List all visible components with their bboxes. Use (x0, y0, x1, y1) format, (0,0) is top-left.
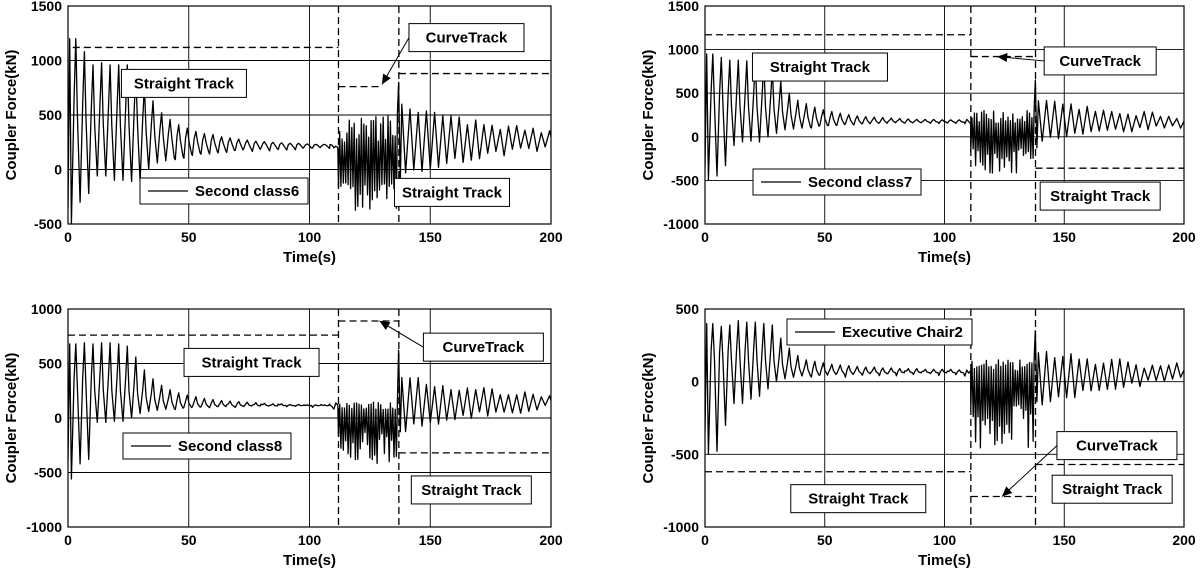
x-tick-label: 100 (298, 229, 322, 245)
y-axis-title: Coupler Force(kN) (640, 50, 657, 181)
annotation-box (1043, 46, 1157, 76)
y-tick-label: -500 (671, 172, 699, 188)
arrowhead (379, 320, 391, 330)
y-tick-label: 0 (54, 162, 62, 178)
y-axis-title: Coupler Force(kN) (3, 353, 20, 484)
x-axis-title: Time(s) (283, 552, 336, 569)
chart-panel-4: 0 50 100 150 200 -1000 -500 0 500 Time(s) Coupler … (640, 301, 1196, 569)
y-tick-label: -500 (34, 465, 62, 481)
annotation-label: CurveTrack (1059, 53, 1141, 70)
series-line (705, 319, 1184, 455)
annotation-box (393, 177, 510, 207)
y-tick-label: 1000 (668, 42, 699, 58)
annotation-label: Straight Track (402, 184, 503, 201)
y-tick-label: 1500 (31, 0, 62, 14)
series-line (68, 342, 551, 480)
annotation-box (1056, 431, 1178, 461)
legend-label: Executive Chair2 (842, 324, 963, 341)
x-tick-label: 50 (817, 532, 833, 548)
x-tick-label: 200 (539, 229, 563, 245)
annotation-box (1051, 474, 1173, 504)
x-axis-title: Time(s) (918, 552, 971, 569)
arrowhead (381, 73, 391, 85)
y-tick-label: -500 (34, 216, 62, 232)
y-tick-label: 1000 (31, 53, 62, 69)
x-tick-label: 200 (1172, 532, 1196, 548)
annotation-label: Straight Track (1062, 481, 1163, 498)
plot-frame (67, 5, 552, 225)
x-tick-label: 100 (933, 229, 957, 245)
y-tick-label: -1000 (663, 216, 699, 232)
y-tick-label: 0 (691, 129, 699, 145)
annotation-label: Straight Track (421, 482, 522, 499)
y-tick-label: 1000 (31, 301, 62, 317)
x-tick-label: 150 (419, 532, 443, 548)
annotation-label: CurveTrack (443, 339, 525, 356)
y-tick-label: 500 (676, 85, 700, 101)
annotation-box (410, 475, 532, 505)
x-tick-label: 50 (181, 532, 197, 548)
annotation-arrow (1001, 445, 1058, 497)
chart-panel-3: 0 50 100 150 200 -1000 -500 0 500 1000 Time(s) Coup… (3, 301, 563, 569)
y-tick-label: 500 (39, 356, 63, 372)
x-tick-label: 0 (64, 532, 72, 548)
y-tick-label: 0 (691, 374, 699, 390)
legend-label: Second class7 (808, 174, 912, 191)
annotation-box (1039, 181, 1161, 211)
annotation-label: Straight Track (134, 75, 235, 92)
x-tick-label: 50 (817, 229, 833, 245)
y-axis-title: Coupler Force(kN) (640, 353, 657, 484)
annotation-label: CurveTrack (1076, 438, 1158, 455)
x-axis-title: Time(s) (283, 249, 336, 266)
plot-frame (704, 308, 1185, 528)
x-tick-label: 0 (701, 532, 709, 548)
plot-frame (67, 308, 552, 528)
y-tick-label: 0 (54, 410, 62, 426)
annotation-label: Straight Track (202, 354, 303, 371)
annotation-box (422, 332, 544, 362)
chart-panel-2: 0 50 100 150 200 -1000 -500 0 500 1000 1500 Time(s)… (640, 0, 1196, 266)
arrowhead (1001, 486, 1013, 497)
annotation-label: Straight Track (770, 59, 871, 76)
annotation-label: Straight Track (1050, 188, 1151, 205)
x-tick-label: 150 (1053, 532, 1077, 548)
chart-panel-1: 0 50 100 150 200-500050010001500Time(s)Coupl… (3, 0, 563, 266)
x-tick-label: 100 (933, 532, 957, 548)
y-tick-label: 1500 (668, 0, 699, 14)
annotation-box (120, 68, 247, 98)
x-tick-label: 100 (298, 532, 322, 548)
legend-label: Second class8 (178, 438, 282, 455)
x-tick-label: 200 (1172, 229, 1196, 245)
y-axis-title: Coupler Force(kN) (3, 50, 20, 181)
x-tick-label: 150 (419, 229, 443, 245)
series-line (705, 53, 1184, 182)
arrowhead (997, 53, 1008, 62)
x-tick-label: 200 (539, 532, 563, 548)
legend-label: Second class6 (195, 183, 299, 200)
y-tick-label: 500 (39, 107, 63, 123)
y-tick-label: -1000 (26, 519, 62, 535)
y-tick-label: -1000 (663, 519, 699, 535)
series-line (68, 38, 551, 224)
y-tick-label: 500 (676, 301, 700, 317)
x-tick-label: 50 (181, 229, 197, 245)
x-tick-label: 0 (701, 229, 709, 245)
annotation-box (751, 52, 888, 82)
x-tick-label: 0 (64, 229, 72, 245)
x-axis-title: Time(s) (918, 249, 971, 266)
annotation-box (408, 23, 525, 53)
annotation-label: Straight Track (808, 491, 909, 508)
plot-frame (704, 5, 1185, 225)
y-tick-label: -500 (671, 446, 699, 462)
annotation-label: CurveTrack (426, 30, 508, 47)
annotation-box (790, 484, 927, 514)
annotation-box (183, 347, 320, 377)
x-tick-label: 150 (1053, 229, 1077, 245)
